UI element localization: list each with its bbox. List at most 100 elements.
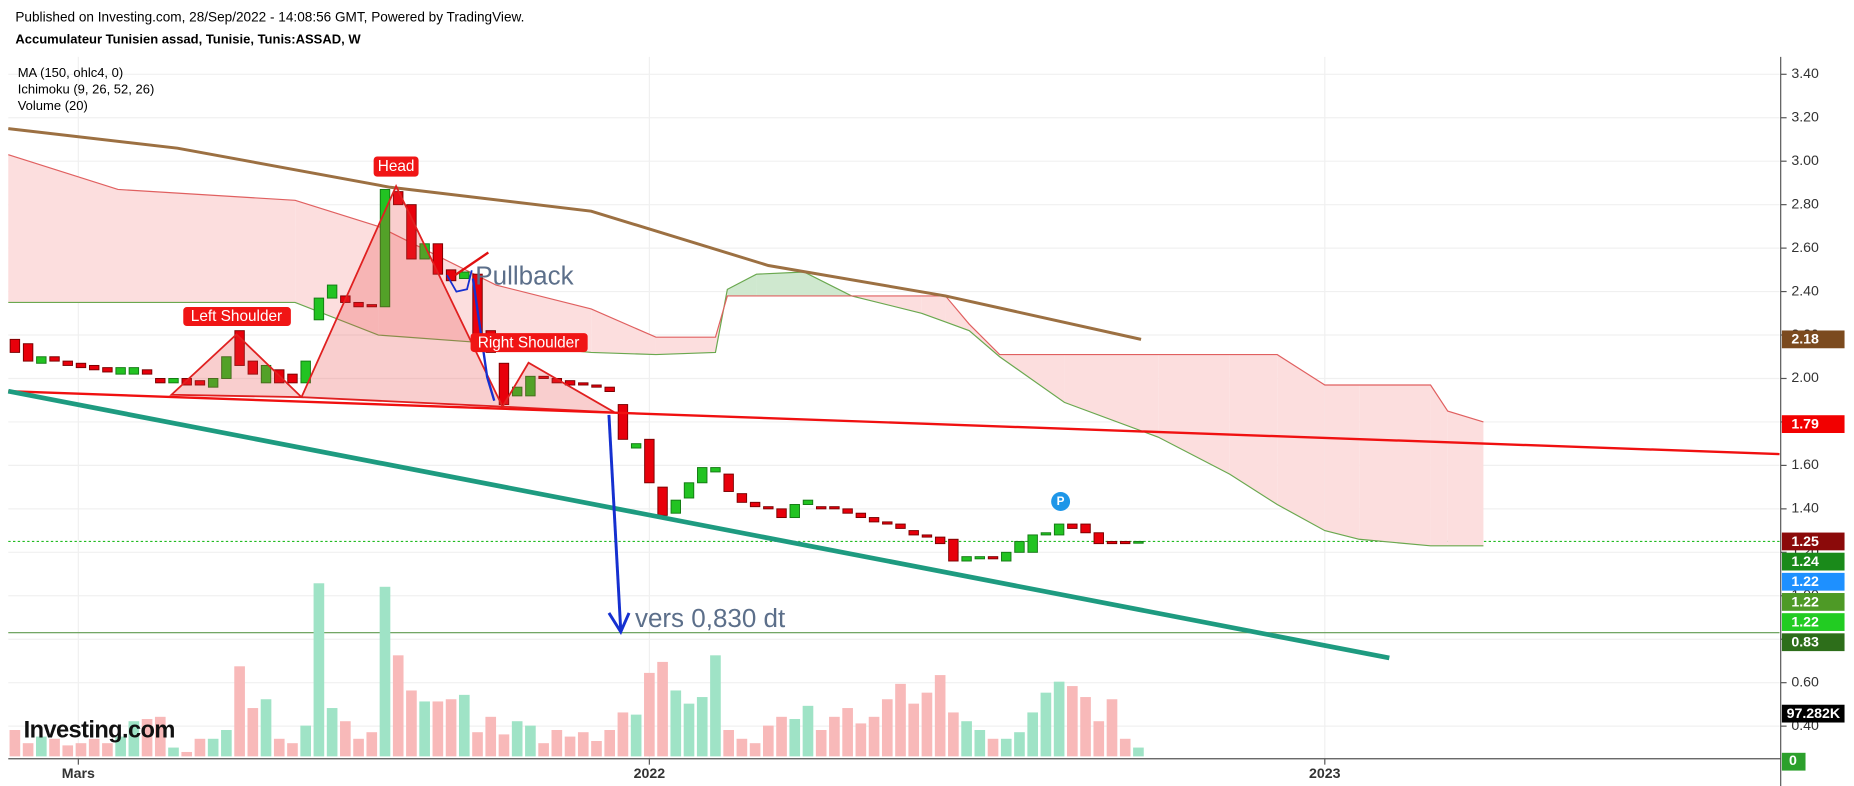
head-shape	[300, 184, 504, 408]
volume-bar	[1000, 738, 1012, 757]
volume-bar	[657, 661, 668, 757]
volume-bar	[868, 716, 880, 757]
volume-bar	[762, 725, 774, 757]
right-shoulder-label: Right Shoulder	[478, 334, 580, 351]
candle-body	[617, 404, 629, 440]
candle-body	[644, 438, 655, 484]
label-box	[183, 307, 291, 327]
volume-bar	[1014, 732, 1025, 757]
logo: Investing.com	[24, 718, 175, 744]
label-box	[470, 333, 588, 353]
candle-body	[75, 362, 87, 369]
volume-bar	[432, 701, 444, 757]
volume-bar	[974, 730, 986, 757]
candle-body	[247, 360, 259, 375]
volume-bar	[921, 692, 933, 757]
candle-body	[88, 364, 100, 371]
volume-zero-tag	[1781, 752, 1806, 771]
candle-body	[406, 204, 417, 260]
pattern-drawing: Left Shoulder Head Right Shoulder Pullba…	[7, 156, 1780, 661]
volume-bar	[538, 743, 549, 757]
candle-body	[776, 508, 787, 519]
candle-body	[683, 482, 695, 499]
candle-body	[459, 271, 470, 280]
candle-body	[1027, 534, 1038, 553]
indicator-legend: Volume (20)	[18, 98, 88, 113]
candle-body	[1014, 540, 1025, 553]
volume-tag	[1781, 704, 1845, 723]
volume-bar	[829, 716, 840, 757]
volume-bar	[591, 740, 602, 757]
candle-body	[1093, 532, 1104, 545]
candle-body	[868, 517, 880, 523]
grid	[8, 56, 1780, 759]
volume-bar	[366, 732, 378, 757]
cloud-segment	[1430, 385, 1448, 546]
volume-bar	[194, 738, 206, 757]
volume-bar	[445, 699, 457, 757]
candle-body	[948, 538, 959, 562]
candle-body	[36, 356, 47, 364]
volume-bar	[802, 705, 814, 757]
candle-body	[525, 375, 536, 397]
price-tag-label: 1.24	[1791, 554, 1819, 570]
candle-body	[102, 367, 113, 373]
price-tag-label: 1.22	[1791, 614, 1819, 630]
volume-bar	[168, 747, 179, 757]
y-tick-label: 0.60	[1791, 674, 1819, 690]
candle-body	[763, 506, 774, 510]
cloud-segment	[1359, 385, 1431, 546]
price-tag	[1781, 593, 1845, 611]
volume-bar	[723, 730, 734, 757]
volume-bar	[551, 730, 563, 757]
candle-body	[630, 443, 642, 449]
cloud-segment	[8, 154, 118, 303]
candle-body	[1080, 523, 1091, 534]
candle-body	[62, 360, 73, 366]
candle-body	[1133, 540, 1144, 544]
volume-bar	[881, 699, 893, 757]
price-tag-label: 2.18	[1791, 332, 1819, 348]
cloud-segment	[1158, 354, 1230, 475]
volume-bar	[340, 721, 351, 757]
volume-bar	[207, 738, 219, 757]
candle-body	[313, 297, 325, 321]
indicator-legend: MA (150, ohlc4, 0)	[18, 65, 123, 80]
y-tick-label: 2.60	[1791, 240, 1819, 256]
y-tick-label: 3.00	[1791, 153, 1819, 169]
cloud-segment	[945, 295, 970, 331]
volume-bar	[326, 708, 338, 757]
volume-bar	[736, 738, 748, 757]
candle-body	[591, 384, 602, 388]
label-box	[373, 156, 419, 177]
y-tick-label: 1.40	[1791, 501, 1819, 517]
candle-body	[379, 188, 391, 308]
x-tick-label: 2023	[1309, 766, 1341, 782]
candle-body	[1067, 523, 1078, 529]
volume-bar	[36, 736, 47, 757]
candle-body	[194, 380, 206, 386]
cloud-segment	[1064, 354, 1159, 438]
candle-body	[815, 506, 827, 510]
candle-body	[49, 356, 60, 362]
volume-bar	[115, 736, 126, 757]
volume-bar	[247, 708, 259, 757]
volume-bar	[1027, 712, 1039, 757]
volume-bar	[485, 716, 497, 757]
pullback-path	[446, 270, 473, 293]
candle-body	[974, 556, 986, 560]
indicator-legend: Ichimoku (9, 26, 52, 26)	[18, 82, 155, 97]
volume-bar	[630, 714, 642, 757]
y-tick-label: 3.40	[1791, 66, 1819, 82]
candle-body	[749, 501, 761, 508]
neckline	[8, 390, 1780, 456]
price-tag-label: 0.83	[1791, 635, 1819, 651]
candle-body	[882, 521, 893, 525]
price-tag	[1781, 572, 1845, 591]
candle-body	[710, 467, 721, 473]
axes: 0.400.600.801.001.201.401.601.802.002.20…	[8, 56, 1845, 786]
candle-body	[326, 284, 338, 299]
candle-body	[723, 473, 734, 492]
volume-bar	[260, 699, 272, 757]
price-tag	[1781, 552, 1845, 571]
